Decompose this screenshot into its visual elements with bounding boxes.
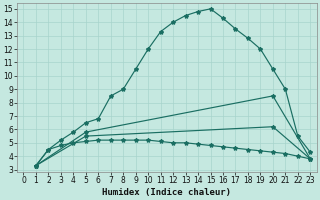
X-axis label: Humidex (Indice chaleur): Humidex (Indice chaleur) (102, 188, 231, 197)
